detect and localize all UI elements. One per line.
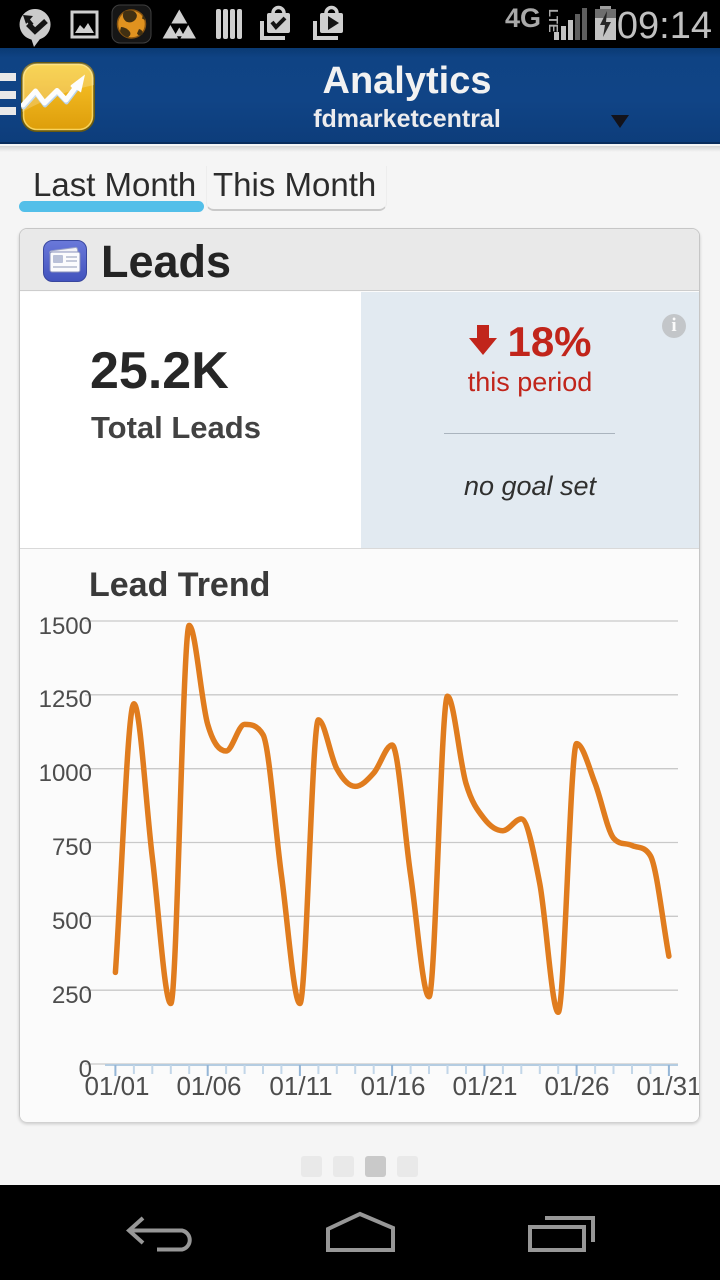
- svg-text:1000: 1000: [39, 760, 92, 787]
- svg-text:01/11: 01/11: [269, 1071, 332, 1101]
- svg-text:Lead Trend: Lead Trend: [89, 566, 270, 604]
- svg-text:01/21: 01/21: [452, 1071, 517, 1101]
- svg-text:01/16: 01/16: [360, 1071, 425, 1101]
- svg-text:250: 250: [52, 982, 92, 1009]
- svg-text:01/26: 01/26: [544, 1071, 609, 1101]
- svg-text:500: 500: [52, 908, 92, 935]
- svg-text:1250: 1250: [39, 686, 92, 713]
- svg-text:0: 0: [79, 1056, 92, 1083]
- svg-text:01/31: 01/31: [636, 1071, 699, 1101]
- svg-text:1500: 1500: [39, 613, 92, 640]
- svg-text:4G: 4G: [505, 3, 541, 33]
- svg-text:750: 750: [52, 834, 92, 861]
- svg-text:01/01: 01/01: [84, 1071, 149, 1101]
- svg-text:LTE: LTE: [546, 9, 561, 33]
- svg-text:01/06: 01/06: [176, 1071, 241, 1101]
- svg-text:09:14: 09:14: [617, 5, 712, 47]
